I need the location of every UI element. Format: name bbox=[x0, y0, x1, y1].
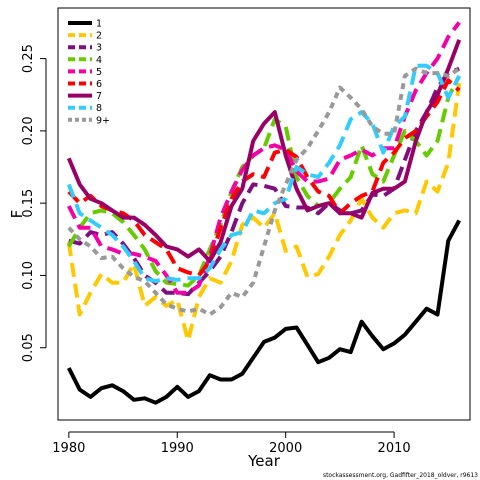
legend-label: 6 bbox=[96, 79, 102, 90]
y-tick-label: 0.15 bbox=[21, 189, 36, 218]
y-tick-label: 0.10 bbox=[21, 261, 36, 290]
series-line-3 bbox=[68, 66, 460, 297]
x-tick-label: 2010 bbox=[378, 441, 411, 456]
x-tick-label: 1980 bbox=[52, 441, 85, 456]
series-line-5 bbox=[67, 21, 461, 295]
legend-label: 8 bbox=[96, 103, 102, 114]
x-tick-label: 1990 bbox=[161, 441, 194, 456]
y-tick-label: 0.25 bbox=[21, 44, 36, 73]
y-tick-label: 0.20 bbox=[21, 116, 36, 145]
legend-label: 1 bbox=[96, 19, 102, 30]
x-tick-label: 2000 bbox=[269, 441, 302, 456]
y-axis-label: F bbox=[8, 210, 26, 219]
series-line-8 bbox=[66, 63, 461, 284]
footnote: stockassessment.org, Gadfifter_2018_oldv… bbox=[323, 472, 478, 479]
legend-label: 3 bbox=[96, 43, 102, 54]
series-layer bbox=[66, 21, 462, 405]
plot-frame bbox=[57, 7, 471, 421]
y-tick-label: 0.05 bbox=[21, 333, 36, 362]
legend-label: 9+ bbox=[96, 115, 110, 126]
x-axis-label: Year bbox=[247, 452, 281, 470]
series-line-7 bbox=[66, 39, 462, 263]
legend-label: 4 bbox=[96, 55, 102, 66]
legend-label: 2 bbox=[96, 31, 102, 42]
series-line-6 bbox=[67, 78, 461, 278]
series-line-4 bbox=[67, 75, 461, 288]
axes: 1980 1990 2000 2010 0.05 0.10 0.15 0.20 0.25 bbox=[21, 44, 411, 456]
series-line-1 bbox=[67, 219, 461, 405]
legend-label: 5 bbox=[96, 67, 102, 78]
legend-label: 7 bbox=[96, 91, 102, 102]
